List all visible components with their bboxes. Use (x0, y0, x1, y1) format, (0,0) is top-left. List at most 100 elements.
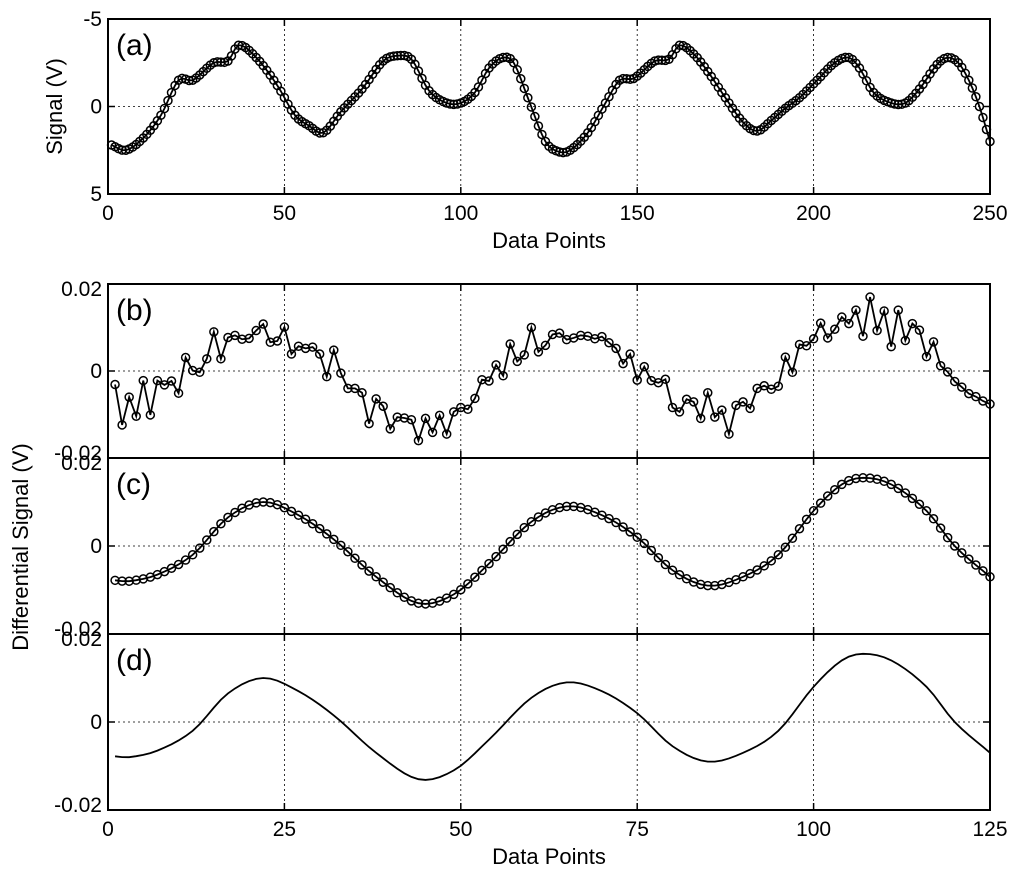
data-point (329, 534, 339, 545)
data-point (117, 576, 127, 586)
panel-label: (c) (116, 468, 151, 501)
data-point (568, 501, 579, 512)
x-tick-label: 250 (972, 202, 1007, 225)
series-line-b (114, 296, 991, 444)
data-point (561, 501, 572, 512)
data-point (392, 51, 403, 61)
data-point (787, 533, 798, 544)
data-point (625, 527, 635, 537)
data-point (688, 397, 699, 407)
data-point (604, 337, 614, 348)
data-point (427, 427, 438, 438)
data-point (251, 498, 261, 508)
data-point (667, 402, 678, 413)
data-point (554, 147, 565, 157)
data-point (900, 335, 911, 346)
x-tick-label: 0 (102, 818, 114, 841)
data-point (964, 554, 974, 564)
data-point (343, 383, 353, 394)
y-tick-label: -0.02 (54, 442, 102, 465)
panel-b: 0.02 0 -0.02 (b) (54, 278, 995, 465)
data-point (674, 570, 685, 580)
data-point (844, 318, 854, 329)
series-line-d (114, 652, 991, 781)
data-point (512, 529, 522, 540)
data-point (526, 517, 537, 527)
y-tick-label: -0.02 (54, 618, 102, 641)
panel-label: (b) (116, 294, 153, 327)
data-point (886, 479, 896, 490)
data-point (872, 325, 882, 336)
data-point (974, 101, 985, 112)
data-point (554, 502, 565, 513)
data-point (321, 529, 332, 539)
data-point (202, 535, 212, 545)
data-point (392, 412, 403, 422)
data-point (639, 538, 650, 549)
data-point (858, 331, 868, 341)
data-point (343, 546, 353, 557)
data-point (117, 420, 127, 430)
data-point (618, 522, 628, 532)
data-point (928, 337, 939, 347)
data-point (371, 394, 381, 404)
data-point (138, 375, 149, 386)
data-point (448, 589, 459, 600)
data-point (385, 582, 395, 593)
data-point (653, 55, 664, 65)
y-tick-label: 0 (90, 360, 102, 383)
data-point (787, 367, 798, 378)
data-point (921, 351, 932, 362)
data-point (258, 497, 268, 507)
data-point (216, 57, 226, 67)
data-point (272, 336, 283, 346)
data-point (646, 545, 657, 556)
plot-frame-d (107, 633, 991, 811)
data-point (378, 401, 388, 411)
data-point (928, 514, 939, 524)
data-point (293, 510, 304, 520)
data-point (957, 548, 967, 558)
data-point (695, 579, 706, 590)
data-point (180, 352, 191, 363)
x-tick-label: 75 (626, 818, 649, 841)
data-point (159, 103, 170, 114)
x-tick-label: 200 (796, 202, 831, 225)
data-point (265, 337, 276, 348)
data-point (364, 566, 374, 576)
data-point (237, 334, 247, 344)
data-point (710, 580, 720, 591)
data-point (632, 532, 642, 542)
x-tick-label: 25 (273, 818, 296, 841)
data-point (441, 593, 452, 603)
data-point (949, 541, 960, 551)
data-point (166, 376, 177, 386)
data-point (808, 506, 819, 516)
data-point (657, 55, 667, 66)
series-line-c (114, 476, 991, 605)
data-point (389, 51, 399, 61)
data-point (357, 388, 367, 398)
plot-frame-a (107, 18, 991, 195)
markers-c (110, 473, 995, 609)
data-point (357, 560, 367, 570)
data-point (180, 555, 191, 565)
data-point (314, 349, 325, 359)
y-tick-label: 0.02 (61, 452, 102, 475)
markers-a (106, 40, 995, 158)
panel-label: (a) (116, 29, 153, 62)
data-point (526, 322, 537, 333)
data-point (456, 584, 466, 595)
grid-b (108, 284, 990, 458)
data-point (971, 560, 981, 570)
data-point (477, 374, 487, 385)
data-point (611, 343, 621, 354)
data-point (145, 410, 156, 420)
shared-y-axis-label: Differential Signal (V) (8, 443, 33, 650)
data-point (124, 576, 134, 586)
data-point (131, 411, 141, 421)
data-point (117, 145, 127, 155)
data-point (396, 50, 406, 61)
